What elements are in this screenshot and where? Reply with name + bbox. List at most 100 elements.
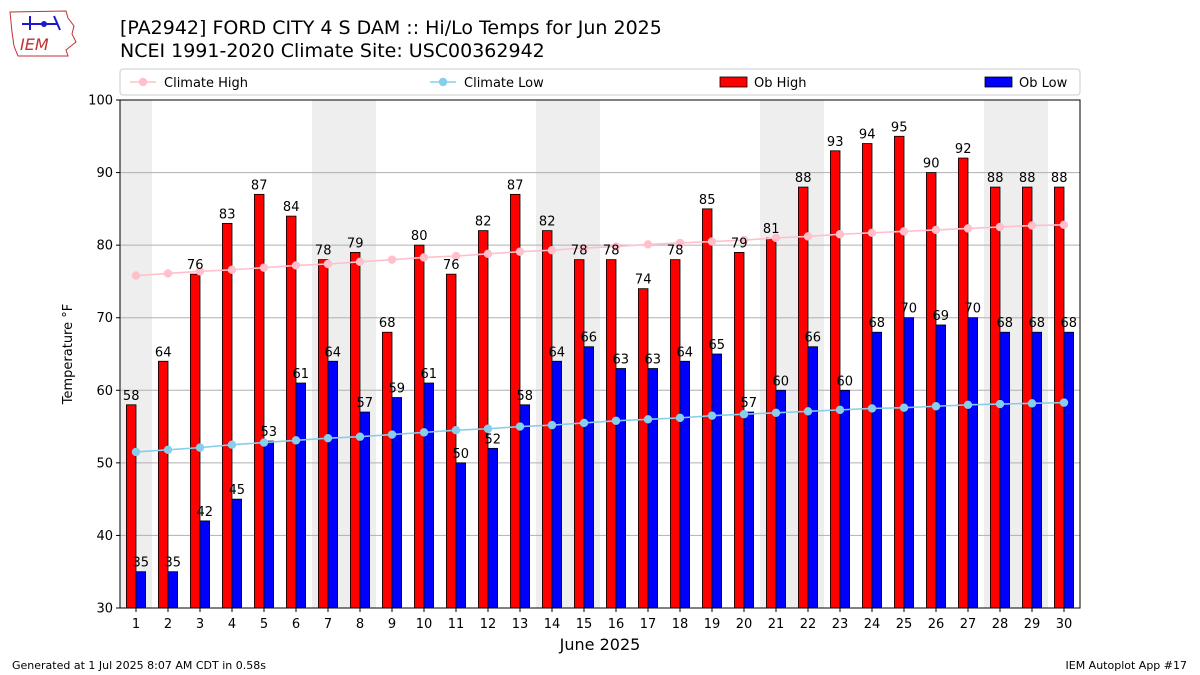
bar-ob-low [871,331,883,609]
data-label: 68 [379,316,396,331]
data-label: 93 [827,135,844,150]
point-climate-high [323,259,333,269]
data-label: 87 [507,178,524,193]
bar-ob-low [295,382,307,609]
point-climate-high [515,247,525,256]
point-climate-low [803,407,813,416]
data-label: 88 [795,171,812,186]
data-label: 76 [187,258,204,273]
legend-swatch-ob-low [984,76,1013,88]
data-label: 65 [709,338,726,353]
data-label: 69 [933,309,950,324]
point-climate-low [259,438,269,447]
y-tick-label: 30 [96,602,113,617]
x-tick-label: 29 [1024,617,1041,632]
point-climate-high [227,265,237,275]
data-label: 74 [635,273,652,288]
x-tick-label: 18 [672,617,689,632]
point-climate-high [1059,220,1069,230]
bar-ob-high [862,143,873,609]
data-label: 78 [603,244,620,259]
data-label: 78 [315,244,332,259]
point-climate-high [355,257,365,267]
x-tick-label: 21 [768,617,785,632]
data-label: 79 [731,236,748,251]
data-label: 59 [389,382,406,397]
point-climate-low [1059,398,1069,407]
y-tick-label: 100 [88,94,113,109]
bar-ob-low [1031,331,1043,609]
data-label: 68 [1029,316,1046,331]
legend-label-ob-high: Ob High [754,76,807,91]
bar-ob-low [135,571,147,609]
point-climate-high [1027,221,1037,230]
point-climate-low [1027,399,1037,408]
x-tick-label: 17 [640,617,657,632]
point-climate-high [995,222,1005,232]
logo-text: IEM [20,35,49,54]
climate-lines [131,220,1069,457]
bar-ob-low [647,368,659,609]
point-climate-high [483,249,493,259]
bar-ob-low [839,389,851,609]
data-label: 68 [1061,316,1078,331]
data-label: 68 [869,316,886,331]
data-label: 70 [965,302,982,317]
data-label: 66 [805,331,822,346]
point-climate-low [643,415,653,424]
bar-ob-low [711,353,723,609]
bar-ob-low [487,447,499,609]
x-tick-label: 19 [704,617,721,632]
data-label: 53 [261,425,278,440]
data-label: 83 [219,207,236,222]
data-label: 79 [347,236,364,251]
point-climate-low [355,432,365,441]
data-label: 94 [859,128,876,143]
x-tick-label: 16 [608,617,625,632]
x-tick-label: 30 [1056,617,1073,632]
bar-ob-high [894,135,905,609]
bar-ob-low [519,404,531,609]
bar-ob-high [477,230,489,609]
bar-ob-high [542,230,553,609]
point-climate-low [419,428,429,437]
x-tick-label: 20 [736,617,753,632]
data-label: 63 [645,353,662,368]
bar-ob-low [359,411,371,609]
bar-ob-high [285,215,297,609]
x-tick-label: 8 [356,617,364,632]
bar-ob-low [583,346,595,609]
data-label: 58 [517,389,534,404]
bar-ob-low [327,360,339,609]
data-label: 85 [699,193,716,208]
legend-label-climate-high: Climate High [164,76,248,91]
bar-ob-high [702,208,713,609]
x-tick-label: 28 [992,617,1009,632]
point-climate-high [451,251,461,261]
bar-ob-low [807,346,819,609]
data-label: 60 [837,374,854,389]
data-label: 60 [773,374,790,389]
y-tick-label: 50 [96,456,113,471]
bar-ob-high [126,404,137,609]
bar-ob-high [221,222,233,609]
y-tick-label: 60 [96,384,113,399]
x-tick-label: 7 [324,617,332,632]
point-climate-high [899,227,909,236]
bar-ob-high [670,259,681,609]
iem-logo: IEM [9,10,77,57]
bar-ob-high [798,186,809,609]
point-climate-low [387,430,397,439]
bar-ob-high [606,259,617,609]
data-label: 78 [571,244,588,259]
x-tick-label: 1 [132,617,140,632]
point-climate-low [163,445,173,454]
x-tick-label: 11 [448,617,465,632]
bar-ob-low [935,324,947,609]
chart-title: [PA2942] FORD CITY 4 S DAM :: Hi/Lo Temp… [120,17,662,39]
data-label: 63 [613,353,630,368]
point-climate-low [835,405,845,415]
point-climate-low [291,436,301,445]
point-climate-low [579,418,589,428]
bar-ob-high [638,288,649,609]
